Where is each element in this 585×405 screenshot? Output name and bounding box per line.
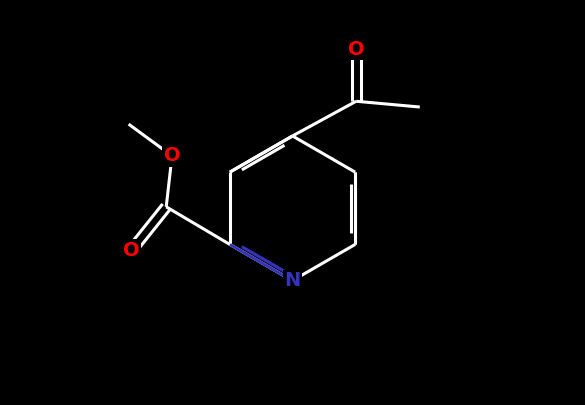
Text: O: O	[164, 147, 180, 165]
Text: O: O	[123, 241, 140, 260]
Text: N: N	[284, 271, 301, 290]
Text: O: O	[348, 40, 364, 59]
